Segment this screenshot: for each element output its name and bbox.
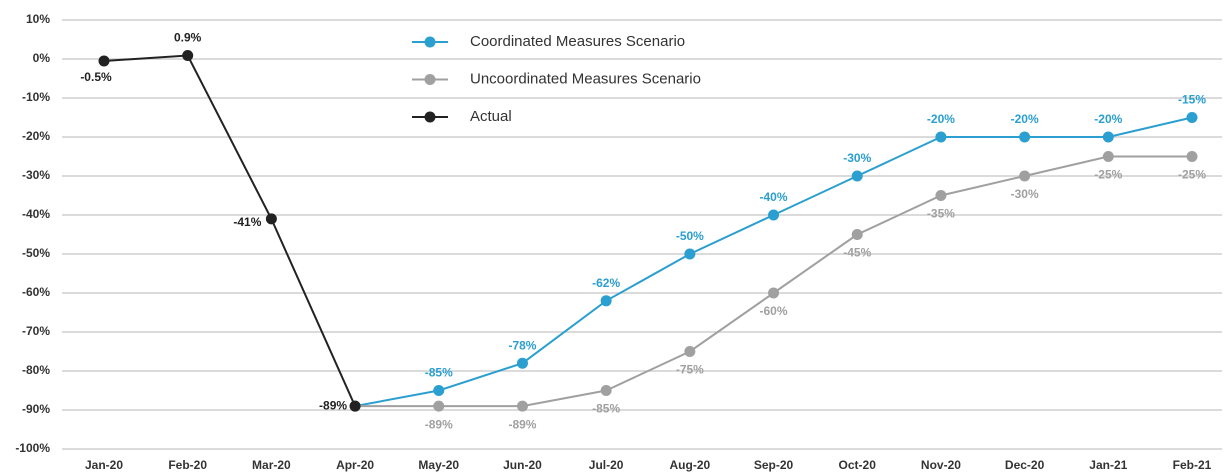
data-label: -85% — [592, 402, 620, 416]
data-label: -78% — [508, 338, 536, 352]
y-tick-label: -90% — [22, 402, 50, 416]
y-tick-label: -40% — [22, 207, 50, 221]
y-tick-label: -30% — [22, 168, 50, 182]
x-tick-label: Oct-20 — [839, 458, 877, 472]
y-tick-label: 10% — [26, 12, 50, 26]
x-tick-label: Jan-20 — [85, 458, 123, 472]
point — [516, 400, 528, 412]
point — [600, 295, 612, 307]
series-line — [103, 54, 356, 407]
data-label: -89% — [319, 398, 347, 412]
data-label: -62% — [592, 276, 620, 290]
point — [349, 400, 361, 412]
point — [1102, 131, 1114, 143]
data-label: -89% — [508, 417, 536, 431]
data-label: -50% — [676, 229, 704, 243]
data-label: -40% — [760, 190, 788, 204]
series-line — [354, 116, 1193, 408]
y-tick-label: -80% — [22, 363, 50, 377]
point — [98, 55, 110, 67]
y-tick-label: -70% — [22, 324, 50, 338]
point — [935, 190, 947, 201]
data-label: -30% — [1011, 187, 1039, 201]
data-label: -25% — [1178, 168, 1206, 182]
x-tick-label: Feb-20 — [168, 458, 207, 472]
y-tick-label: -20% — [22, 129, 50, 143]
x-tick-label: Apr-20 — [336, 458, 374, 472]
y-tick-label: 0% — [33, 51, 51, 65]
x-tick-label: Nov-20 — [921, 458, 961, 472]
x-tick-label: Sep-20 — [754, 458, 794, 472]
data-label: -20% — [1011, 112, 1039, 126]
data-label: -20% — [927, 112, 955, 126]
y-tick-label: -50% — [22, 246, 50, 260]
data-label: -45% — [843, 246, 871, 260]
legend-label: Uncoordinated Measures Scenario — [470, 70, 701, 87]
point — [1019, 170, 1031, 182]
point — [684, 248, 696, 260]
x-tick-label: May-20 — [418, 458, 459, 472]
point — [851, 170, 863, 182]
point — [433, 385, 445, 396]
data-label: -89% — [425, 417, 453, 431]
legend-marker — [424, 74, 436, 85]
y-tick-label: -10% — [22, 90, 50, 104]
legend-label: Coordinated Measures Scenario — [470, 33, 685, 50]
data-label: 0.9% — [174, 31, 202, 45]
data-label: -0.5% — [80, 70, 112, 84]
x-tick-label: Jan-21 — [1089, 458, 1127, 472]
x-tick-label: Mar-20 — [252, 458, 291, 472]
y-tick-label: -60% — [22, 285, 50, 299]
data-label: -15% — [1178, 93, 1206, 107]
legend-marker — [424, 111, 436, 123]
data-label: -60% — [760, 304, 788, 318]
x-tick-label: Aug-20 — [670, 458, 711, 472]
point — [433, 400, 445, 412]
point — [768, 287, 780, 299]
data-label: -25% — [1094, 168, 1122, 182]
point — [935, 131, 947, 143]
data-label: -75% — [676, 363, 704, 377]
point — [768, 209, 780, 221]
legend-marker — [424, 36, 436, 48]
point — [516, 357, 528, 369]
legend-label: Actual — [470, 108, 512, 125]
point — [265, 213, 277, 225]
data-label: -35% — [927, 207, 955, 221]
point — [600, 385, 612, 396]
point — [1019, 131, 1031, 143]
data-label: -30% — [843, 151, 871, 165]
point — [1102, 151, 1114, 162]
x-tick-label: Jun-20 — [503, 458, 542, 472]
point — [1186, 112, 1198, 123]
data-label: -20% — [1094, 112, 1122, 126]
data-label: -85% — [425, 366, 453, 380]
point — [182, 49, 194, 61]
x-tick-label: Jul-20 — [589, 458, 624, 472]
x-tick-label: Dec-20 — [1005, 458, 1045, 472]
point — [1186, 151, 1198, 162]
x-tick-label: Feb-21 — [1173, 458, 1212, 472]
data-label: -41% — [233, 215, 261, 229]
point — [851, 229, 863, 240]
y-tick-label: -100% — [15, 441, 50, 455]
point — [684, 346, 696, 357]
